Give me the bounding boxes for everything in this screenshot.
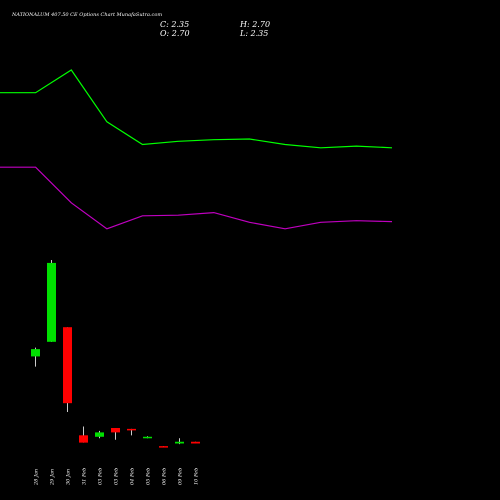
candle-body — [111, 428, 120, 433]
x-axis-date-label: 29 Jan — [50, 469, 56, 486]
indicator-line-1 — [0, 69, 393, 149]
candle-body — [175, 441, 184, 444]
candle-body — [191, 441, 200, 444]
candle-body — [127, 428, 136, 431]
candle-body — [95, 432, 104, 437]
x-axis-date-label: 03 Feb — [114, 468, 120, 485]
candle-body — [47, 262, 56, 342]
x-axis-date-label: 31 Feb — [82, 468, 88, 485]
candle-body — [143, 436, 152, 439]
indicator-line-2 — [0, 166, 393, 230]
close-value: C: 2.35 — [160, 20, 190, 29]
candle-body — [159, 446, 168, 448]
chart-title: NATIONALUM 407.50 CE Options Chart Munaf… — [12, 12, 163, 18]
x-axis-date-label: 28 Jan — [34, 469, 40, 486]
x-axis-date-label: 04 Feb — [130, 468, 136, 485]
x-axis-date-label: 03 Feb — [98, 468, 104, 485]
open-value: O: 2.70 — [160, 29, 190, 38]
candle-body — [79, 435, 88, 443]
high-value: H: 2.70 — [240, 20, 271, 29]
x-axis-date-label: 30 Jan — [66, 469, 72, 485]
x-axis-date-label: 06 Feb — [162, 468, 168, 485]
x-axis-date-label: 05 Feb — [146, 468, 152, 485]
x-axis-date-label: 10 Feb — [194, 468, 200, 485]
low-value: L: 2.35 — [240, 29, 269, 38]
candle-body — [63, 327, 72, 404]
candle-body — [31, 349, 40, 357]
x-axis-date-label: 09 Feb — [178, 468, 184, 485]
